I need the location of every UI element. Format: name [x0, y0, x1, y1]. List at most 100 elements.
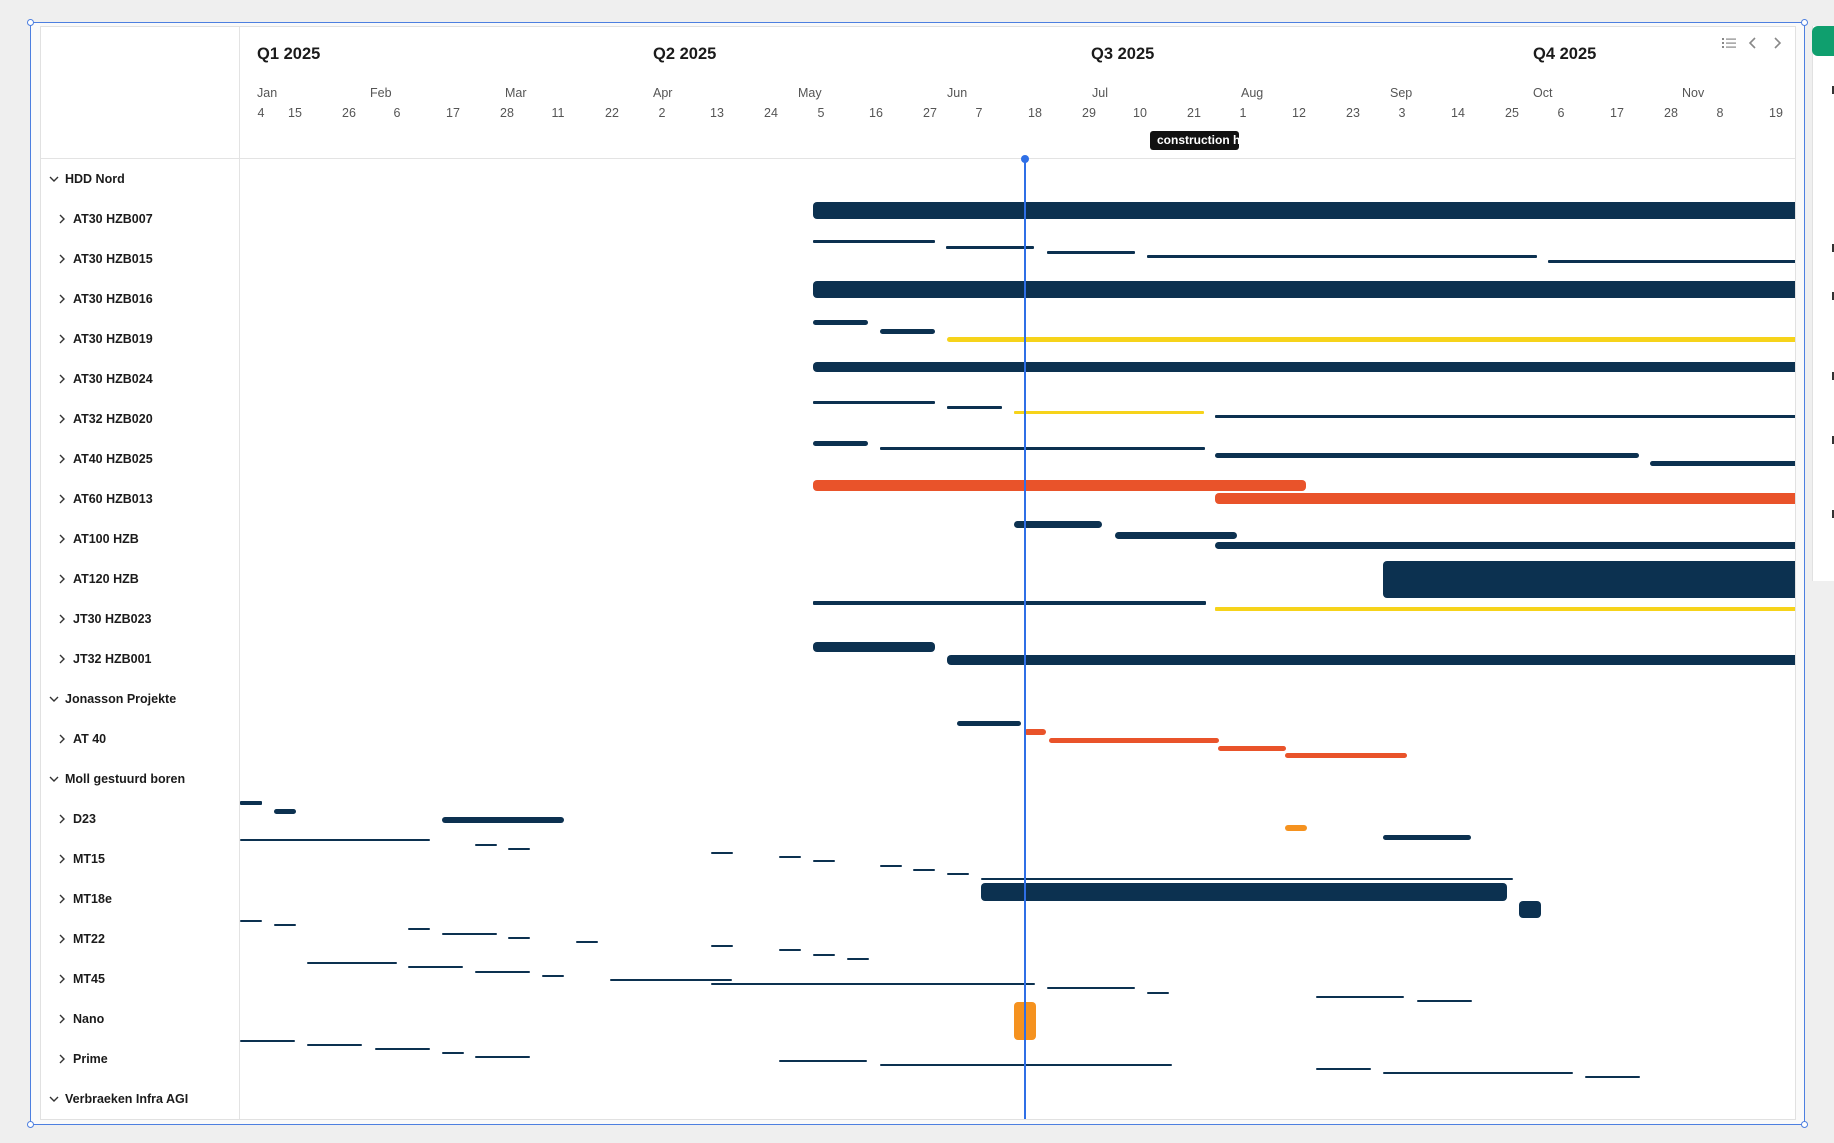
chevron-right-icon[interactable] — [57, 534, 67, 544]
task-bar[interactable] — [1024, 729, 1046, 735]
task-bar[interactable] — [813, 860, 835, 862]
item-row-label[interactable]: AT30 HZB024 — [57, 369, 234, 389]
task-bar[interactable] — [1215, 542, 1795, 549]
task-bar[interactable] — [779, 949, 801, 951]
item-row-label[interactable]: AT30 HZB007 — [57, 209, 234, 229]
item-row-label[interactable]: MT22 — [57, 929, 234, 949]
task-bar[interactable] — [442, 817, 564, 823]
task-bar[interactable] — [1215, 415, 1795, 418]
task-bar[interactable] — [981, 878, 1513, 880]
item-row-label[interactable]: AT40 HZB025 — [57, 449, 234, 469]
task-bar[interactable] — [274, 924, 296, 926]
task-bar[interactable] — [779, 856, 801, 858]
chevron-down-icon[interactable] — [49, 774, 59, 784]
chevron-right-icon[interactable] — [57, 454, 67, 464]
task-bar[interactable] — [1215, 493, 1795, 504]
chevron-right-icon[interactable] — [57, 574, 67, 584]
group-row-label[interactable]: HDD Nord — [49, 169, 234, 189]
list-icon[interactable] — [1721, 35, 1737, 51]
item-row-label[interactable]: MT18e — [57, 889, 234, 909]
task-bar[interactable] — [1316, 996, 1404, 998]
task-bar[interactable] — [946, 246, 1034, 249]
item-row-label[interactable]: AT30 HZB019 — [57, 329, 234, 349]
chevron-right-icon[interactable] — [57, 654, 67, 664]
task-bar[interactable] — [1285, 753, 1407, 758]
task-bar[interactable] — [1115, 532, 1237, 539]
task-bar[interactable] — [813, 601, 1206, 605]
task-bar[interactable] — [1014, 521, 1102, 528]
chevron-right-icon[interactable] — [57, 294, 67, 304]
task-bar[interactable] — [1049, 738, 1219, 743]
chevron-right-icon[interactable] — [57, 854, 67, 864]
item-row-label[interactable]: AT60 HZB013 — [57, 489, 234, 509]
task-bar[interactable] — [610, 979, 732, 981]
item-row-label[interactable]: MT45 — [57, 969, 234, 989]
task-bar[interactable] — [813, 480, 1306, 491]
item-row-label[interactable]: AT30 HZB015 — [57, 249, 234, 269]
chevron-right-icon[interactable] — [57, 254, 67, 264]
task-bar[interactable] — [442, 933, 497, 935]
chevron-right-icon[interactable] — [57, 734, 67, 744]
resize-handle-top-left[interactable] — [27, 19, 34, 26]
chevron-down-icon[interactable] — [49, 174, 59, 184]
task-bar[interactable] — [240, 920, 262, 922]
task-bar[interactable] — [813, 362, 1795, 372]
chevron-right-icon[interactable] — [57, 494, 67, 504]
task-bar[interactable] — [813, 320, 868, 325]
task-bar[interactable] — [1383, 1072, 1573, 1074]
task-bar[interactable] — [375, 1048, 430, 1050]
chevron-right-icon[interactable] — [57, 1054, 67, 1064]
task-bar[interactable] — [711, 983, 1035, 985]
resize-handle-bottom-right[interactable] — [1801, 1121, 1808, 1128]
task-bar[interactable] — [813, 441, 868, 446]
chevron-down-icon[interactable] — [49, 1094, 59, 1104]
task-bar[interactable] — [1585, 1076, 1640, 1078]
task-bar[interactable] — [913, 869, 935, 871]
task-bar[interactable] — [274, 809, 296, 814]
task-bar[interactable] — [1215, 453, 1639, 458]
task-bar[interactable] — [813, 954, 835, 956]
task-bar[interactable] — [1316, 1068, 1371, 1070]
item-row-label[interactable]: Prime — [57, 1049, 234, 1069]
chevron-down-icon[interactable] — [49, 694, 59, 704]
chevron-right-icon[interactable] — [1769, 35, 1785, 51]
task-bar[interactable] — [711, 945, 733, 947]
task-bar[interactable] — [508, 848, 530, 850]
task-bar[interactable] — [947, 337, 1795, 342]
task-bar[interactable] — [240, 801, 262, 805]
resize-handle-bottom-left[interactable] — [27, 1121, 34, 1128]
side-panel-action-button[interactable] — [1812, 26, 1834, 56]
chevron-right-icon[interactable] — [57, 374, 67, 384]
task-bar[interactable] — [475, 971, 530, 973]
task-bar[interactable] — [813, 202, 1795, 219]
chevron-right-icon[interactable] — [57, 934, 67, 944]
task-bar[interactable] — [1147, 992, 1169, 994]
task-bar[interactable] — [880, 1064, 1172, 1066]
task-bar[interactable] — [1014, 411, 1204, 414]
chevron-left-icon[interactable] — [1745, 35, 1761, 51]
task-bar[interactable] — [957, 721, 1021, 726]
task-bar[interactable] — [813, 401, 935, 404]
group-row-label[interactable]: Verbraeken Infra AGI — [49, 1089, 234, 1109]
item-row-label[interactable]: AT30 HZB016 — [57, 289, 234, 309]
task-bar[interactable] — [1650, 461, 1795, 466]
task-bar[interactable] — [1215, 607, 1795, 611]
item-row-label[interactable]: D23 — [57, 809, 234, 829]
item-row-label[interactable]: AT100 HZB — [57, 529, 234, 549]
task-bar[interactable] — [880, 447, 1205, 450]
task-bar[interactable] — [508, 937, 530, 939]
item-row-label[interactable]: JT30 HZB023 — [57, 609, 234, 629]
task-bar[interactable] — [880, 865, 902, 867]
task-bar[interactable] — [1417, 1000, 1472, 1002]
group-row-label[interactable]: Jonasson Projekte — [49, 689, 234, 709]
item-row-label[interactable]: MT15 — [57, 849, 234, 869]
item-row-label[interactable]: Nano — [57, 1009, 234, 1029]
chevron-right-icon[interactable] — [57, 614, 67, 624]
task-bar[interactable] — [779, 1060, 867, 1062]
task-bar[interactable] — [240, 839, 430, 841]
item-row-label[interactable]: AT120 HZB — [57, 569, 234, 589]
task-bar[interactable] — [947, 406, 1002, 409]
task-bar[interactable] — [1218, 746, 1286, 751]
chevron-right-icon[interactable] — [57, 1014, 67, 1024]
task-bar[interactable] — [475, 844, 497, 846]
